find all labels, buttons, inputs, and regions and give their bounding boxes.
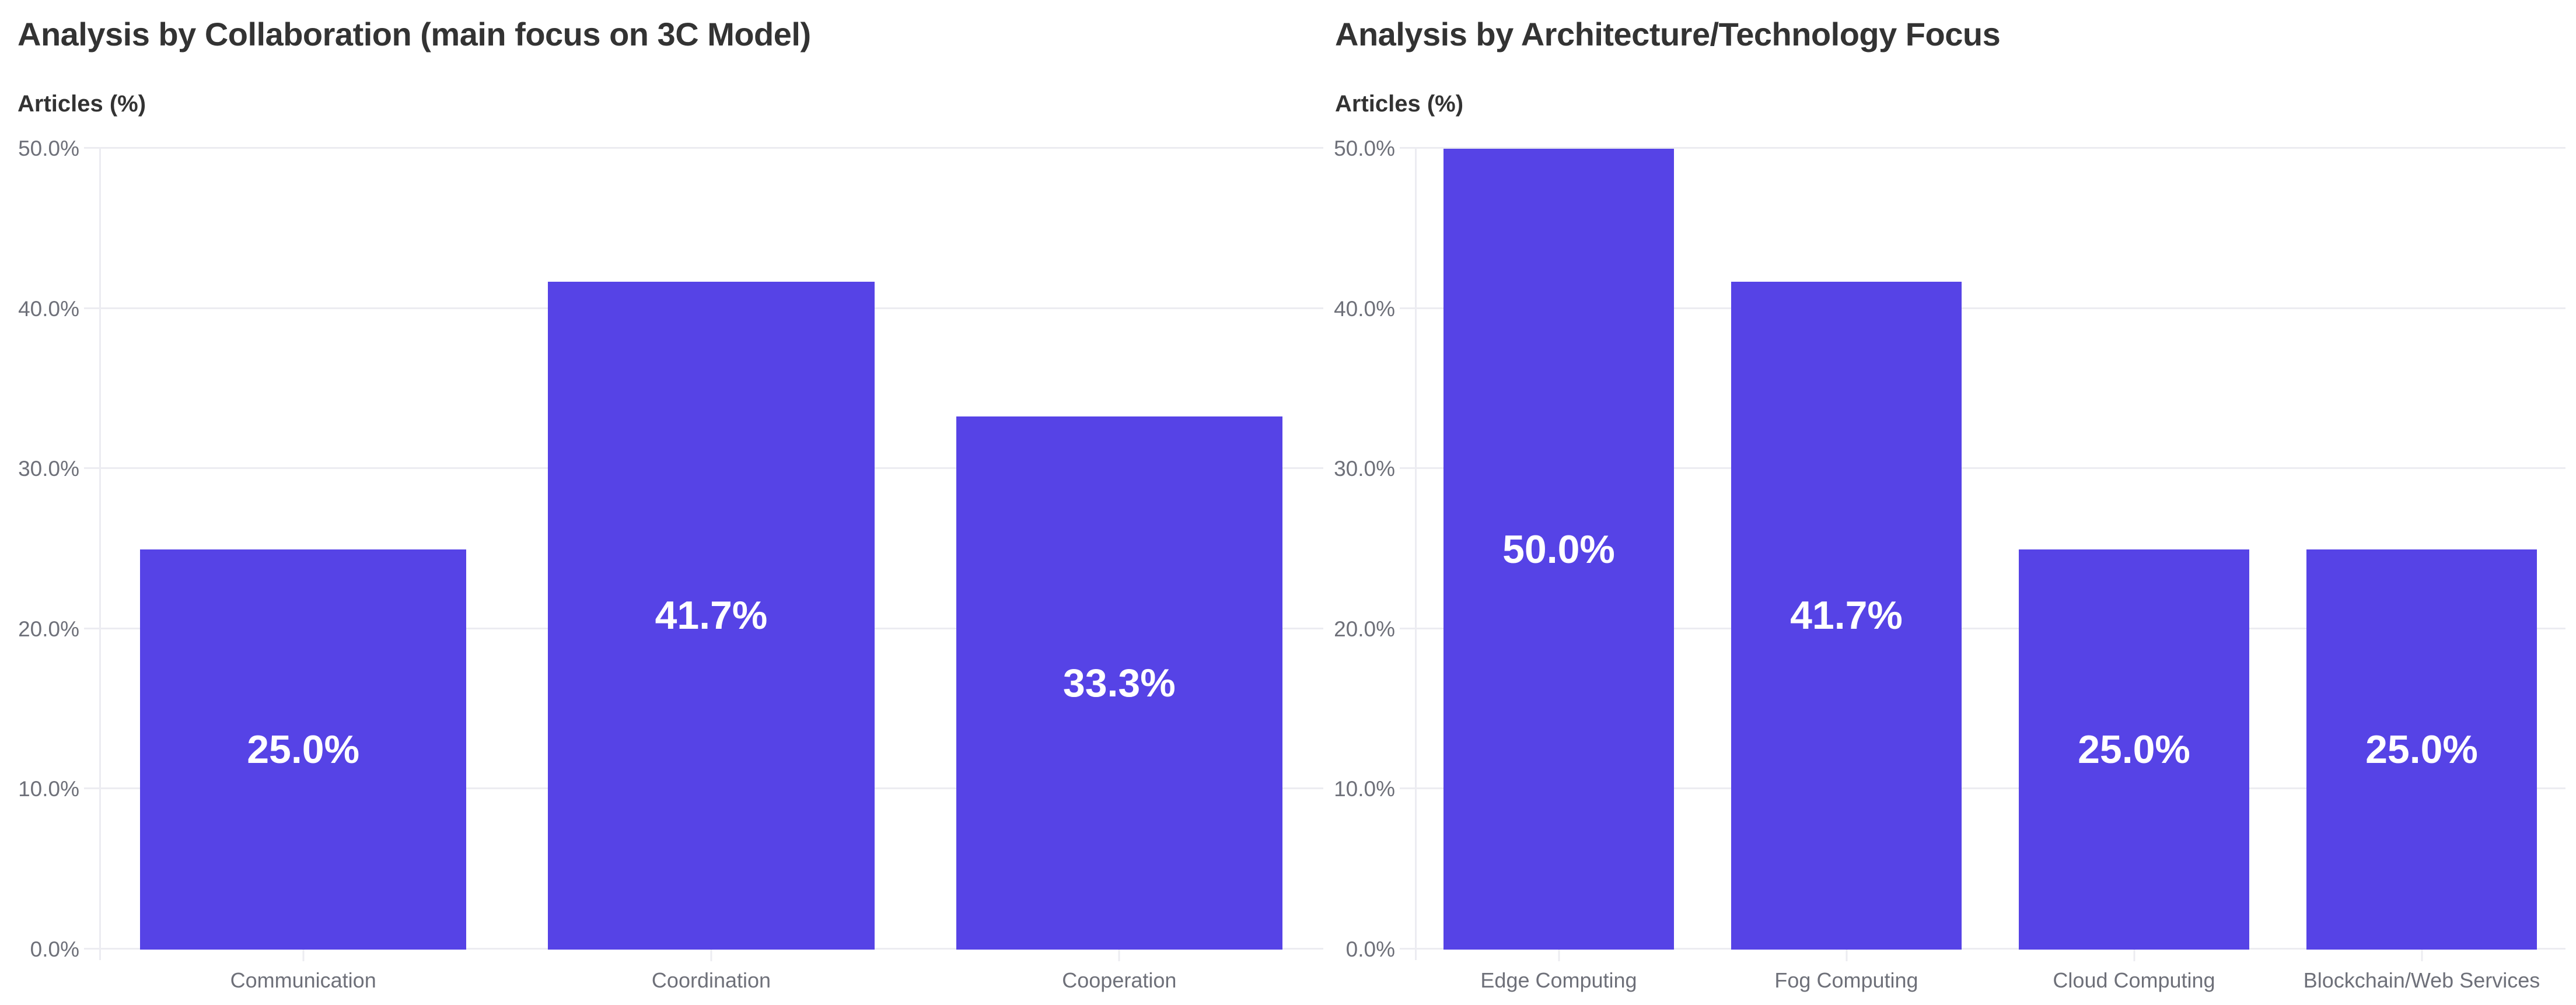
y-axis-line <box>1415 149 1417 960</box>
bar-value-label: 25.0% <box>2365 727 2478 772</box>
grid-line <box>1400 627 2565 629</box>
bar: 25.0% <box>139 549 467 950</box>
x-axis-tick <box>710 950 712 961</box>
y-axis-name: Articles (%) <box>18 91 146 117</box>
y-tick-label: 40.0% <box>1334 296 1395 321</box>
bar: 25.0% <box>2306 549 2537 950</box>
x-axis-label: Cooperation <box>1062 968 1177 992</box>
y-tick-label: 50.0% <box>1334 136 1395 160</box>
x-axis-label: Communication <box>230 968 376 992</box>
y-tick-label: 30.0% <box>18 457 79 481</box>
grid-line <box>1400 787 2565 790</box>
x-axis-label: Fog Computing <box>1774 968 1918 992</box>
grid-line <box>1400 147 2565 149</box>
y-tick-label: 20.0% <box>1334 617 1395 641</box>
plot-area: 0.0% 10.0% 20.0% 30.0% 40.0% 50.0% 25.0% Commun… <box>18 136 1323 992</box>
chart-collaboration: Analysis by Collaboration (main focus on… <box>18 16 1323 992</box>
y-tick-label: 40.0% <box>18 296 79 321</box>
x-axis-label: Coordination <box>651 968 771 992</box>
bar-value-label: 41.7% <box>655 593 768 638</box>
x-axis-tick <box>1846 950 1847 961</box>
y-tick-label: 0.0% <box>1345 937 1395 961</box>
y-tick-label: 0.0% <box>30 937 79 961</box>
chart-architecture: Analysis by Architecture/Technology Focu… <box>1330 0 2576 1005</box>
y-tick-label: 50.0% <box>18 136 79 160</box>
y-tick-label: 10.0% <box>18 777 79 801</box>
x-axis-label: Blockchain/Web Services <box>2303 968 2540 992</box>
bar-value-label: 41.7% <box>1790 593 1903 638</box>
x-axis-tick <box>1118 950 1120 961</box>
bar-value-label: 25.0% <box>247 727 360 772</box>
y-axis-line <box>99 149 101 960</box>
y-axis-name: Articles (%) <box>1335 91 1464 117</box>
x-axis-tick <box>2421 950 2423 961</box>
bar-value-label: 25.0% <box>2078 727 2190 772</box>
chart-title: Analysis by Collaboration (main focus on… <box>18 16 811 52</box>
chart-title: Analysis by Architecture/Technology Focu… <box>1335 16 2001 52</box>
plot-area: 0.0% 10.0% 20.0% 30.0% 40.0% 50.0% 50.0% Edge C… <box>1334 136 2565 992</box>
grid-line <box>1400 307 2565 309</box>
bar-value-label: 33.3% <box>1062 660 1176 705</box>
bar: 33.3% <box>956 416 1283 950</box>
x-axis-tick <box>302 950 305 961</box>
bar: 25.0% <box>2019 549 2249 950</box>
grid-line <box>1400 467 2565 470</box>
y-tick-label: 30.0% <box>1334 457 1395 481</box>
grid-line <box>84 147 1323 149</box>
x-axis-tick <box>2133 950 2135 961</box>
x-axis-tick <box>1558 950 1560 961</box>
bar: 41.7% <box>548 281 875 950</box>
bar: 50.0% <box>1443 149 1674 950</box>
bar: 41.7% <box>1731 281 1962 950</box>
x-axis-label: Edge Computing <box>1480 968 1637 992</box>
x-axis-label: Cloud Computing <box>2053 968 2215 992</box>
y-tick-label: 10.0% <box>1334 777 1395 801</box>
bar-value-label: 50.0% <box>1502 527 1615 572</box>
y-tick-label: 20.0% <box>18 617 79 641</box>
grid-line <box>1400 948 2565 950</box>
